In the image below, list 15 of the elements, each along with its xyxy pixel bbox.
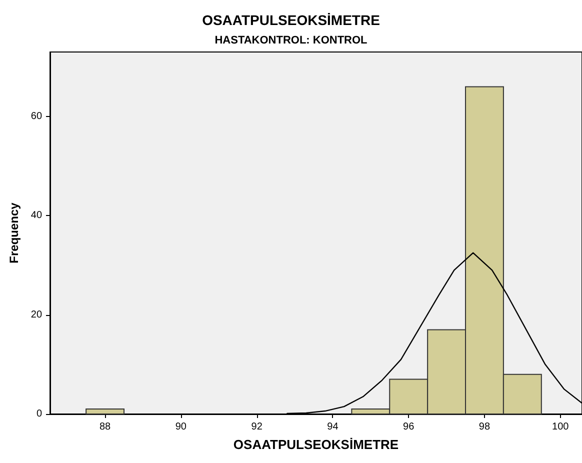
y-tick-label: 20 <box>30 309 42 320</box>
x-tick-label: 98 <box>478 422 490 432</box>
x-tick-label: 90 <box>175 422 187 432</box>
x-axis-title: OSAATPULSEOKSİMETRE <box>233 437 399 452</box>
chart-title: OSAATPULSEOKSİMETRE <box>202 12 380 28</box>
chart-subtitle: HASTAKONTROL: KONTROL <box>214 34 368 46</box>
x-tick-label: 100 <box>552 422 570 432</box>
x-tick-label: 92 <box>251 422 263 432</box>
y-axis-title: Frequency <box>7 202 21 264</box>
x-tick-label: 88 <box>99 422 112 432</box>
y-tick-label: 40 <box>30 210 42 222</box>
x-tick-label: 94 <box>327 422 339 432</box>
y-tick-label: 60 <box>30 110 42 122</box>
y-tick-label: 0 <box>36 408 42 420</box>
x-tick-label: 96 <box>403 422 415 432</box>
